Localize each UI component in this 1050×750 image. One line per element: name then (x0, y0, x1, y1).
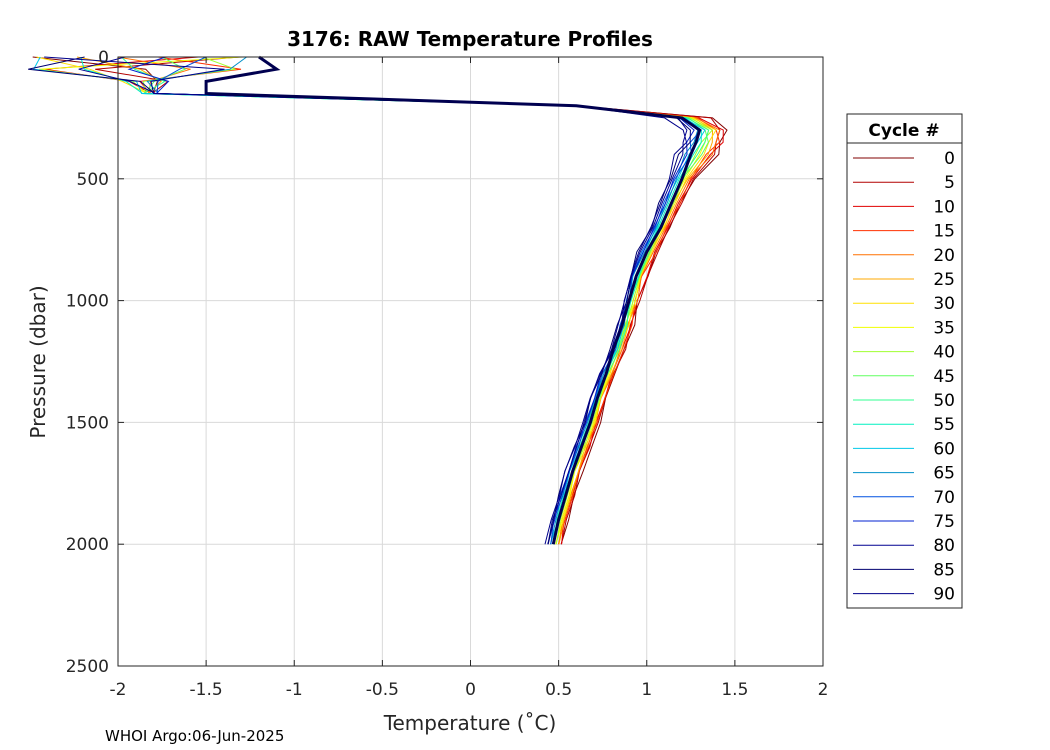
footer-text: WHOI Argo:06-Jun-2025 (105, 727, 284, 745)
x-tick-label: 0.5 (545, 680, 572, 700)
legend-label: 65 (933, 464, 955, 484)
legend-box (846, 113, 963, 609)
legend-label: 35 (933, 318, 955, 338)
x-tick-label: -1.5 (190, 680, 223, 700)
x-axis-label: Temperature (˚C) (383, 711, 557, 735)
x-tick-label: 2 (818, 680, 829, 700)
legend-label: 50 (933, 391, 955, 411)
y-tick-label: 1500 (66, 413, 109, 433)
legend-label: 30 (933, 294, 955, 314)
x-ticks: -2 -1.5 -1 -0.5 0 0.5 1 1.5 2 (110, 57, 829, 700)
y-axis-label: Pressure (dbar) (26, 285, 50, 438)
x-tick-label: -1 (286, 680, 303, 700)
legend-label: 80 (933, 536, 955, 556)
legend-label: 90 (933, 585, 955, 605)
legend-label: 20 (933, 246, 955, 266)
legend-label: 0 (944, 149, 955, 169)
y-tick-label: 2500 (66, 657, 109, 677)
legend-label: 60 (933, 439, 955, 459)
x-tick-label: 1 (641, 680, 652, 700)
profiles (28, 55, 728, 545)
legend-label: 25 (933, 270, 955, 290)
legend-label: 15 (933, 222, 955, 242)
y-ticks: 0 500 1000 1500 2000 2500 (66, 48, 823, 677)
legend: Cycle # 0 5 10 15 20 25 30 35 40 45 50 55 60 65 70 75 80… (846, 113, 963, 609)
legend-entries: 0 5 10 15 20 25 30 35 40 45 50 55 60 65 70 75 80 85 90 (853, 149, 955, 605)
legend-title: Cycle # (868, 121, 939, 141)
x-tick-label: -2 (110, 680, 127, 700)
x-tick-label: 1.5 (721, 680, 748, 700)
legend-label: 70 (933, 488, 955, 508)
x-tick-label: 0 (465, 680, 476, 700)
legend-label: 40 (933, 343, 955, 363)
y-tick-label: 2000 (66, 535, 109, 555)
y-tick-label: 500 (77, 170, 109, 190)
legend-label: 45 (933, 367, 955, 387)
legend-label: 10 (933, 197, 955, 217)
profile-line-latest (204, 55, 702, 545)
y-tick-label: 0 (98, 48, 109, 68)
legend-label: 5 (944, 173, 955, 193)
legend-label: 55 (933, 415, 955, 435)
x-tick-label: -0.5 (366, 680, 399, 700)
y-tick-label: 1000 (66, 292, 109, 312)
legend-label: 75 (933, 512, 955, 532)
legend-label: 85 (933, 560, 955, 580)
grid (118, 57, 823, 666)
chart-title: 3176: RAW Temperature Profiles (287, 27, 653, 51)
